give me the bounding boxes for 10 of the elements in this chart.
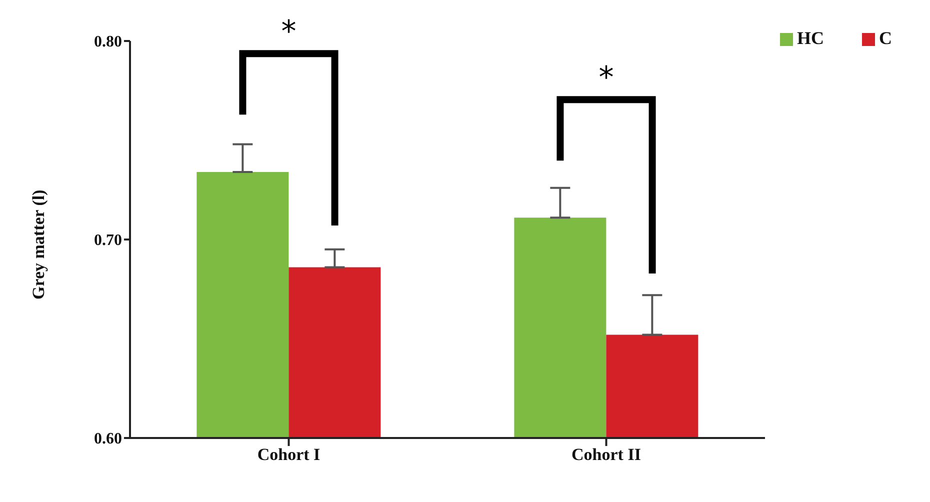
legend-label: HC xyxy=(797,28,824,48)
legend-label: C xyxy=(879,28,892,48)
x-tick-label: Cohort I xyxy=(257,445,321,464)
annotation: * xyxy=(281,14,296,50)
x-tick-label: Cohort II xyxy=(572,445,642,464)
y-axis-title: Grey matter (l) xyxy=(29,190,48,300)
y-tick-label: 0.70 xyxy=(94,232,122,250)
y-tick-label: 0.80 xyxy=(94,34,122,51)
annotation: * xyxy=(598,60,614,96)
y-tick-label: 0.60 xyxy=(94,430,122,448)
